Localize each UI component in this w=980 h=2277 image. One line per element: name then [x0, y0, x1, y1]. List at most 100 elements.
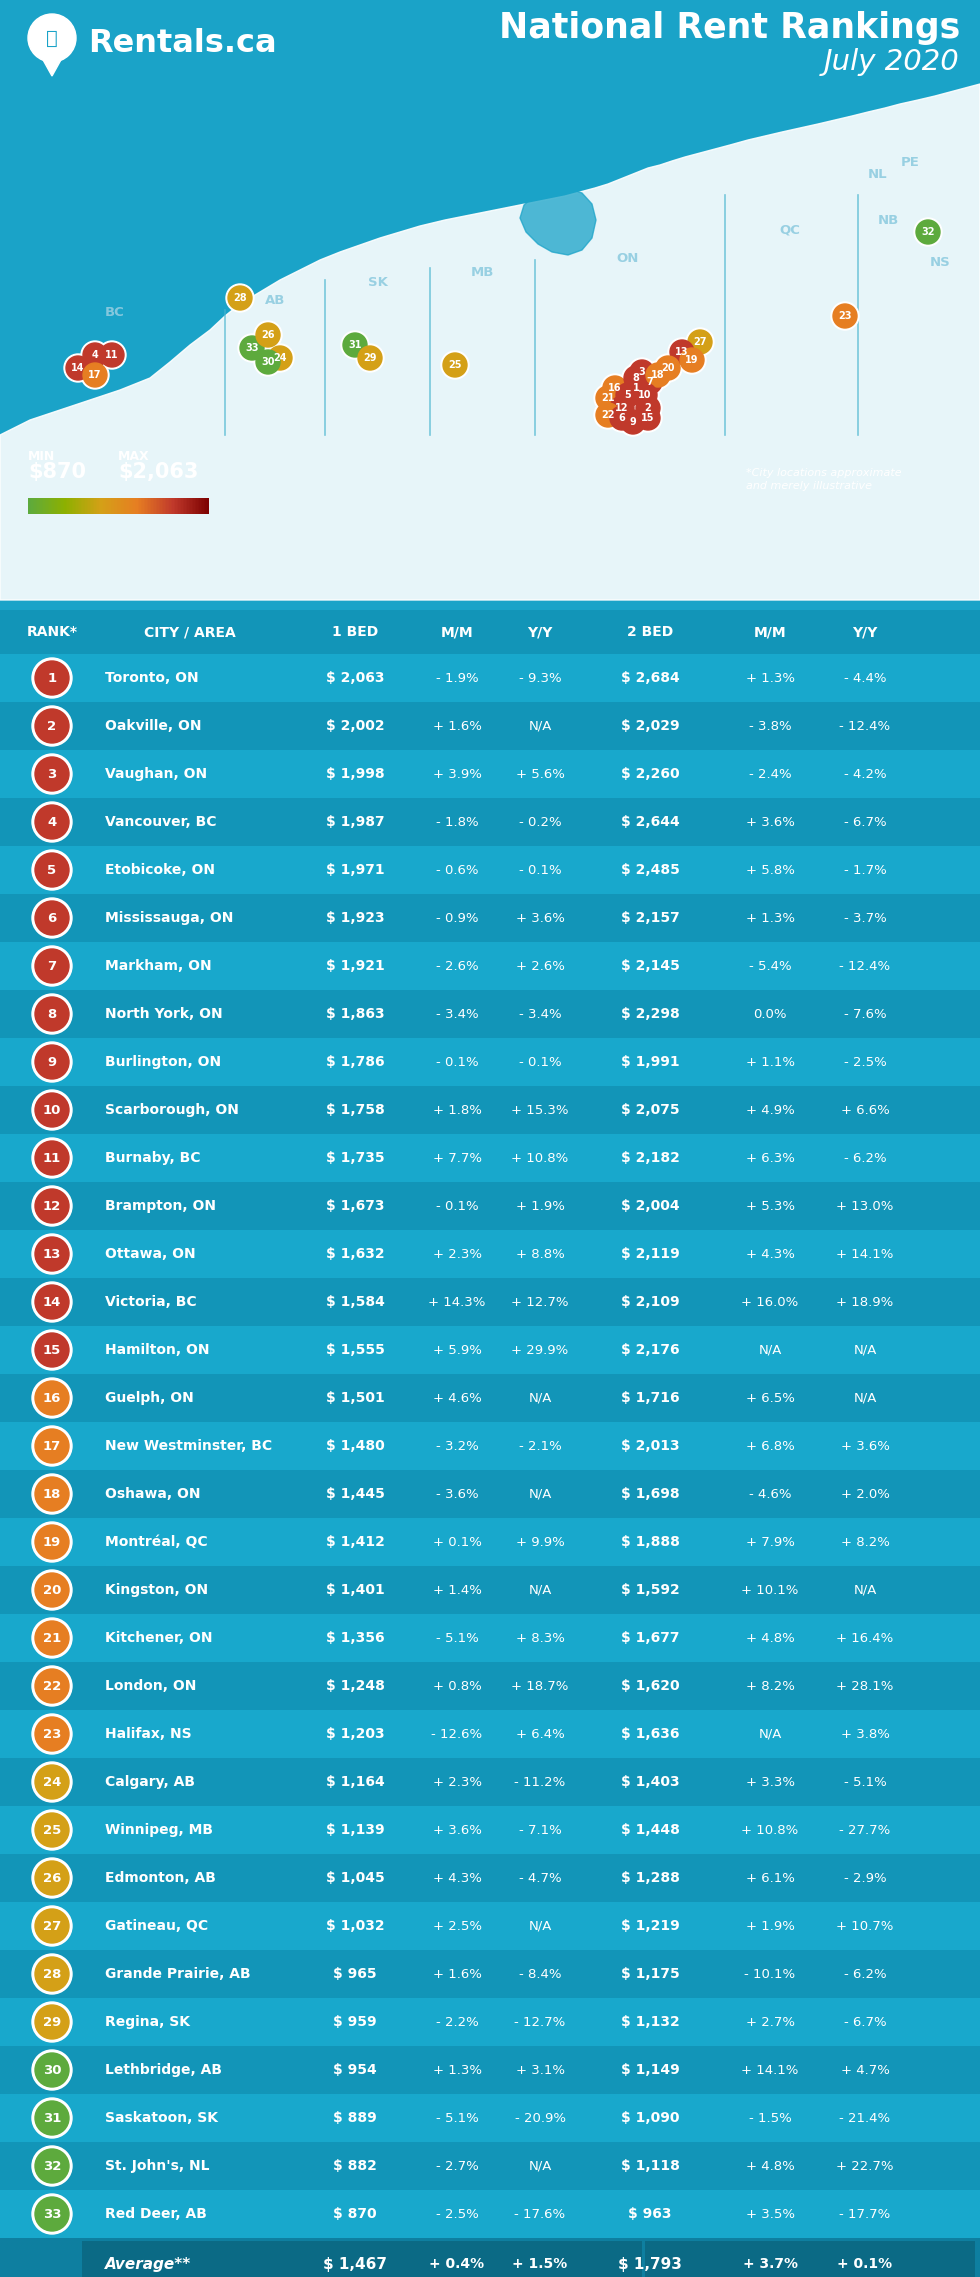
Text: + 6.6%: + 6.6%	[841, 1104, 890, 1116]
Text: North York, ON: North York, ON	[105, 1006, 222, 1020]
FancyBboxPatch shape	[0, 1614, 980, 1662]
FancyBboxPatch shape	[63, 499, 65, 515]
Circle shape	[343, 332, 367, 357]
FancyBboxPatch shape	[0, 797, 980, 847]
FancyBboxPatch shape	[169, 499, 171, 515]
FancyBboxPatch shape	[140, 499, 142, 515]
Text: 8: 8	[632, 373, 639, 383]
Text: + 1.4%: + 1.4%	[432, 1583, 481, 1596]
Text: - 0.6%: - 0.6%	[436, 863, 478, 877]
FancyBboxPatch shape	[205, 499, 207, 515]
FancyBboxPatch shape	[0, 1710, 980, 1758]
FancyBboxPatch shape	[196, 499, 198, 515]
Text: - 5.4%: - 5.4%	[749, 959, 791, 972]
Text: 22: 22	[43, 1680, 61, 1692]
Text: $2,063: $2,063	[118, 462, 198, 483]
Text: 23: 23	[838, 312, 852, 321]
FancyBboxPatch shape	[131, 499, 133, 515]
Text: 9: 9	[47, 1057, 57, 1068]
Text: 5: 5	[624, 389, 631, 401]
Circle shape	[32, 1138, 72, 1177]
Text: - 17.7%: - 17.7%	[840, 2206, 891, 2220]
Circle shape	[32, 1667, 72, 1705]
FancyBboxPatch shape	[37, 499, 39, 515]
Text: $ 1,045: $ 1,045	[325, 1872, 384, 1885]
Text: 18: 18	[43, 1487, 61, 1501]
Text: + 2.3%: + 2.3%	[432, 1248, 481, 1261]
Text: + 6.8%: + 6.8%	[746, 1439, 795, 1453]
Text: 19: 19	[43, 1535, 61, 1548]
Circle shape	[64, 353, 92, 383]
Text: $ 1,032: $ 1,032	[325, 1920, 384, 1933]
FancyBboxPatch shape	[163, 499, 165, 515]
Text: - 2.9%: - 2.9%	[844, 1872, 886, 1885]
Circle shape	[32, 1091, 72, 1129]
Circle shape	[35, 1478, 69, 1512]
Text: 13: 13	[43, 1248, 61, 1261]
FancyBboxPatch shape	[99, 499, 101, 515]
FancyBboxPatch shape	[66, 499, 68, 515]
Text: *City locations approximate
and merely illustrative: *City locations approximate and merely i…	[746, 469, 902, 492]
Circle shape	[256, 323, 280, 346]
Circle shape	[81, 362, 109, 389]
Circle shape	[32, 1571, 72, 1610]
Text: $ 1,921: $ 1,921	[325, 959, 384, 972]
FancyBboxPatch shape	[0, 1230, 980, 1277]
Text: 23: 23	[43, 1728, 61, 1740]
Text: + 8.3%: + 8.3%	[515, 1633, 564, 1644]
Text: - 2.6%: - 2.6%	[436, 959, 478, 972]
Text: $ 889: $ 889	[333, 2111, 377, 2124]
Text: $ 1,673: $ 1,673	[325, 1200, 384, 1214]
Text: 33: 33	[245, 344, 259, 353]
Circle shape	[443, 353, 467, 378]
Circle shape	[634, 403, 662, 433]
Text: 10: 10	[43, 1104, 61, 1116]
FancyBboxPatch shape	[178, 499, 180, 515]
Circle shape	[100, 344, 124, 367]
Text: - 7.6%: - 7.6%	[844, 1006, 886, 1020]
Circle shape	[32, 1619, 72, 1658]
Text: Lethbridge, AB: Lethbridge, AB	[105, 2063, 222, 2077]
Text: - 3.2%: - 3.2%	[436, 1439, 478, 1453]
Text: N/A: N/A	[854, 1343, 877, 1357]
FancyBboxPatch shape	[0, 1277, 980, 1325]
Text: Rentals.ca: Rentals.ca	[88, 30, 276, 59]
Text: $ 2,182: $ 2,182	[620, 1150, 679, 1166]
Circle shape	[636, 405, 660, 430]
Text: 14: 14	[43, 1296, 61, 1309]
FancyBboxPatch shape	[46, 499, 48, 515]
Circle shape	[631, 380, 659, 410]
Text: N/A: N/A	[528, 1920, 552, 1933]
Text: $ 1,175: $ 1,175	[620, 1967, 679, 1981]
Text: - 3.4%: - 3.4%	[436, 1006, 478, 1020]
Circle shape	[256, 351, 280, 373]
Text: QC: QC	[779, 223, 801, 237]
FancyBboxPatch shape	[193, 499, 195, 515]
Text: 20: 20	[662, 362, 675, 373]
Text: - 8.4%: - 8.4%	[518, 1967, 562, 1981]
Text: 32: 32	[43, 2159, 61, 2172]
Text: 20: 20	[43, 1583, 61, 1596]
Text: $ 1,445: $ 1,445	[325, 1487, 384, 1501]
FancyBboxPatch shape	[136, 499, 138, 515]
Text: 24: 24	[273, 353, 287, 362]
Text: $ 1,501: $ 1,501	[325, 1391, 384, 1405]
Text: 19: 19	[685, 355, 699, 364]
Text: $ 2,298: $ 2,298	[620, 1006, 679, 1020]
Text: 6: 6	[618, 412, 625, 424]
Circle shape	[35, 660, 69, 694]
FancyBboxPatch shape	[51, 499, 53, 515]
Circle shape	[35, 1765, 69, 1799]
FancyBboxPatch shape	[102, 499, 104, 515]
Text: - 12.4%: - 12.4%	[840, 720, 891, 733]
Text: Red Deer, AB: Red Deer, AB	[105, 2206, 207, 2220]
Text: + 1.9%: + 1.9%	[746, 1920, 795, 1933]
Text: Toronto, ON: Toronto, ON	[105, 672, 199, 685]
FancyBboxPatch shape	[82, 2241, 642, 2277]
Circle shape	[341, 330, 369, 360]
Circle shape	[678, 346, 706, 373]
Text: $ 1,987: $ 1,987	[325, 815, 384, 829]
Text: 2: 2	[645, 403, 652, 412]
Text: + 6.3%: + 6.3%	[746, 1152, 795, 1164]
Text: Kingston, ON: Kingston, ON	[105, 1583, 208, 1596]
